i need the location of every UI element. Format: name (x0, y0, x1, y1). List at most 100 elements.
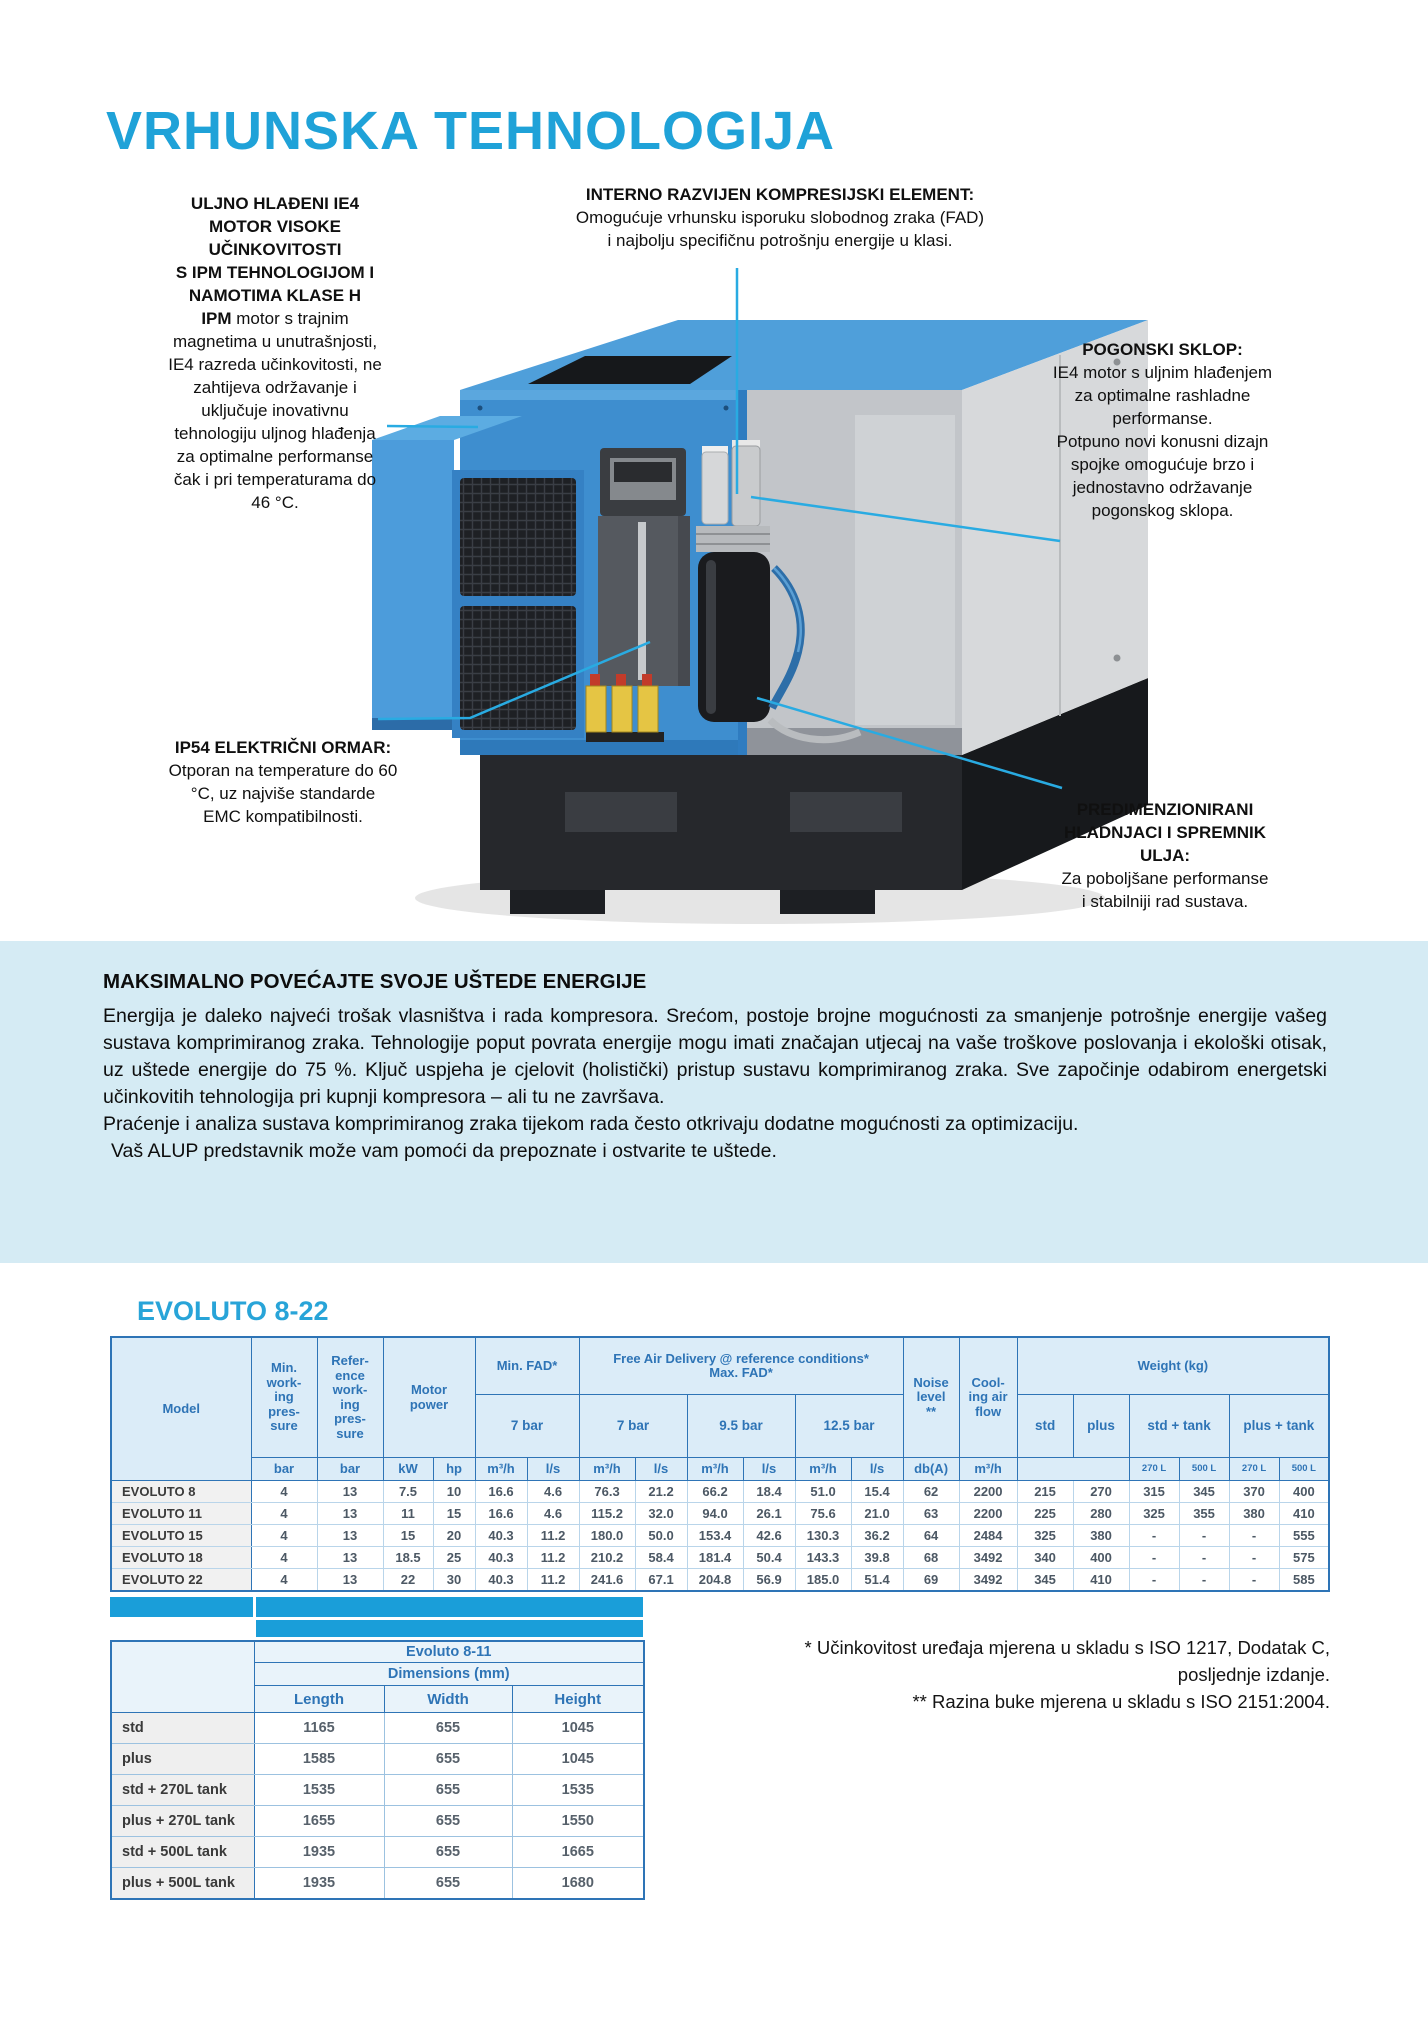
dims-value-cell: 1535 (511, 1774, 645, 1806)
callout-element-body: Omogućuje vrhunsku isporuku slobodnog zr… (575, 208, 985, 250)
spec-subheader-minfad-7bar: 7 bar (474, 1394, 580, 1458)
spec-subheader-plus: plus (1072, 1394, 1130, 1458)
dims-bar-top (256, 1597, 643, 1617)
callout-motor-body-lead: IPM (201, 309, 232, 328)
spec-value-cell: 25 (432, 1546, 476, 1569)
spec-value-cell: 32.0 (634, 1502, 688, 1525)
spec-value-cell: 42.6 (742, 1524, 796, 1547)
callout-drive-heading: POGONSKI SKLOP: (1082, 340, 1243, 359)
spec-subheader-95bar: 9.5 bar (686, 1394, 796, 1458)
dims-col-height: Height (511, 1685, 645, 1713)
spec-value-cell: 340 (1016, 1546, 1074, 1569)
dimensions-table-row: std + 270L tank 1535 655 1535 (110, 1774, 645, 1806)
callout-coolers: PREDIMENZIONIRANI HLADNJACI I SPREMNIK U… (1000, 798, 1330, 913)
spec-value-cell: 4 (250, 1502, 318, 1525)
dims-bar-second (256, 1620, 643, 1637)
unit-cell: l/s (526, 1457, 580, 1481)
dims-subtitle: Dimensions (mm) (253, 1662, 645, 1686)
spec-table: Model Min. work- ing pres- sure Refer- e… (110, 1336, 1331, 1592)
spec-value-cell: 2484 (958, 1524, 1018, 1547)
spec-value-cell: 153.4 (686, 1524, 744, 1547)
dims-value-cell: 1045 (511, 1712, 645, 1744)
spec-value-cell: - (1178, 1568, 1230, 1592)
callout-element-heading: INTERNO RAZVIJEN KOMPRESIJSKI ELEMENT: (585, 185, 975, 204)
spec-value-cell: 130.3 (794, 1524, 852, 1547)
spec-value-cell: 4 (250, 1480, 318, 1503)
spec-value-cell: 40.3 (474, 1524, 528, 1547)
dims-value-cell: 1535 (253, 1774, 385, 1806)
dims-col-length: Length (253, 1685, 385, 1713)
spec-value-cell: - (1178, 1546, 1230, 1569)
callout-motor-body: IPM motor s trajnim magnetima u unutrašn… (110, 307, 440, 514)
spec-header-noise: Noise level ** (902, 1336, 960, 1458)
unit-cell: l/s (634, 1457, 688, 1481)
spec-value-cell: 15.4 (850, 1480, 904, 1503)
spec-value-cell: - (1228, 1546, 1280, 1569)
spec-value-cell: 76.3 (578, 1480, 636, 1503)
dims-value-cell: 1045 (511, 1743, 645, 1775)
spec-value-cell: 18.5 (382, 1546, 434, 1569)
spec-value-cell: 410 (1278, 1502, 1330, 1525)
dims-value-cell: 655 (383, 1836, 513, 1868)
spec-value-cell: - (1128, 1568, 1180, 1592)
spec-value-cell: 555 (1278, 1524, 1330, 1547)
spec-value-cell: 585 (1278, 1568, 1330, 1592)
spec-value-cell: 30 (432, 1568, 476, 1592)
dims-label-cell: plus + 270L tank (110, 1805, 255, 1837)
unit-cell: db(A) (902, 1457, 960, 1481)
page-title: VRHUNSKA TEHNOLOGIJA (106, 101, 836, 161)
spec-value-cell: 22 (382, 1568, 434, 1592)
energy-paragraph-2: Praćenje i analiza sustava komprimiranog… (103, 1113, 1079, 1135)
spec-value-cell: 345 (1178, 1480, 1230, 1503)
dims-label-cell: std + 500L tank (110, 1836, 255, 1868)
unit-cell: bar (316, 1457, 384, 1481)
spec-value-cell: 26.1 (742, 1502, 796, 1525)
spec-value-cell: 69 (902, 1568, 960, 1592)
spec-value-cell: 15 (382, 1524, 434, 1547)
dims-value-cell: 655 (383, 1743, 513, 1775)
dimensions-table-row: plus + 500L tank 1935 655 1680 (110, 1867, 645, 1900)
vent-panel (460, 478, 576, 596)
spec-value-cell: 325 (1016, 1524, 1074, 1547)
spec-subheader-7bar: 7 bar (578, 1394, 688, 1458)
spec-value-cell: 315 (1128, 1480, 1180, 1503)
callout-coolers-body: Za poboljšane performanse i stabilniji r… (1061, 869, 1269, 911)
spec-value-cell: 241.6 (578, 1568, 636, 1592)
callout-motor-heading: ULJNO HLAĐENI IE4 MOTOR VISOKE UČINKOVIT… (175, 194, 375, 305)
dims-value-cell: 655 (383, 1805, 513, 1837)
spec-value-cell: 325 (1128, 1502, 1180, 1525)
spec-value-cell: 4 (250, 1524, 318, 1547)
dimensions-table-body: std 1165 655 1045 plus 1585 655 1045 std + 270L … (110, 1712, 645, 1900)
spec-value-cell: 40.3 (474, 1568, 528, 1592)
callout-drive-body: IE4 motor s uljnim hlađenjem za optimaln… (1052, 363, 1273, 520)
spec-value-cell: 370 (1228, 1480, 1280, 1503)
spec-model-cell: EVOLUTO 11 (110, 1502, 252, 1525)
spec-value-cell: 185.0 (794, 1568, 852, 1592)
spec-value-cell: 11.2 (526, 1546, 580, 1569)
dimensions-table-row: plus + 270L tank 1655 655 1550 (110, 1805, 645, 1837)
unit-cell: kW (382, 1457, 434, 1481)
spec-value-cell: 67.1 (634, 1568, 688, 1592)
dims-label-cell: std (110, 1712, 255, 1744)
dims-label-cell: plus + 500L tank (110, 1867, 255, 1900)
callout-electrical-body: Otporan na temperature do 60 °C, uz najv… (168, 761, 398, 826)
spec-header-weight: Weight (kg) (1016, 1336, 1330, 1395)
spec-value-cell: - (1178, 1524, 1230, 1547)
spec-value-cell: 215 (1016, 1480, 1074, 1503)
spec-header-cooling: Cool- ing air flow (958, 1336, 1018, 1458)
dimensions-table: Evoluto 8-11 Dimensions (mm) Length Widt… (110, 1640, 646, 1900)
unit-cell: m³/h (686, 1457, 744, 1481)
spec-value-cell: 50.4 (742, 1546, 796, 1569)
spec-value-cell: 94.0 (686, 1502, 744, 1525)
spec-value-cell: 10 (432, 1480, 476, 1503)
spec-value-cell: 16.6 (474, 1502, 528, 1525)
spec-value-cell: 11 (382, 1502, 434, 1525)
spec-value-cell: 3492 (958, 1568, 1018, 1592)
spec-model-cell: EVOLUTO 22 (110, 1568, 252, 1592)
dims-value-cell: 1165 (253, 1712, 385, 1744)
dims-group-title: Evoluto 8-11 (253, 1640, 645, 1663)
spec-value-cell: 2200 (958, 1502, 1018, 1525)
energy-paragraph-1: Energija je daleko najveći trošak vlasni… (103, 1005, 1327, 1108)
spec-value-cell: 143.3 (794, 1546, 852, 1569)
spec-value-cell: 115.2 (578, 1502, 636, 1525)
